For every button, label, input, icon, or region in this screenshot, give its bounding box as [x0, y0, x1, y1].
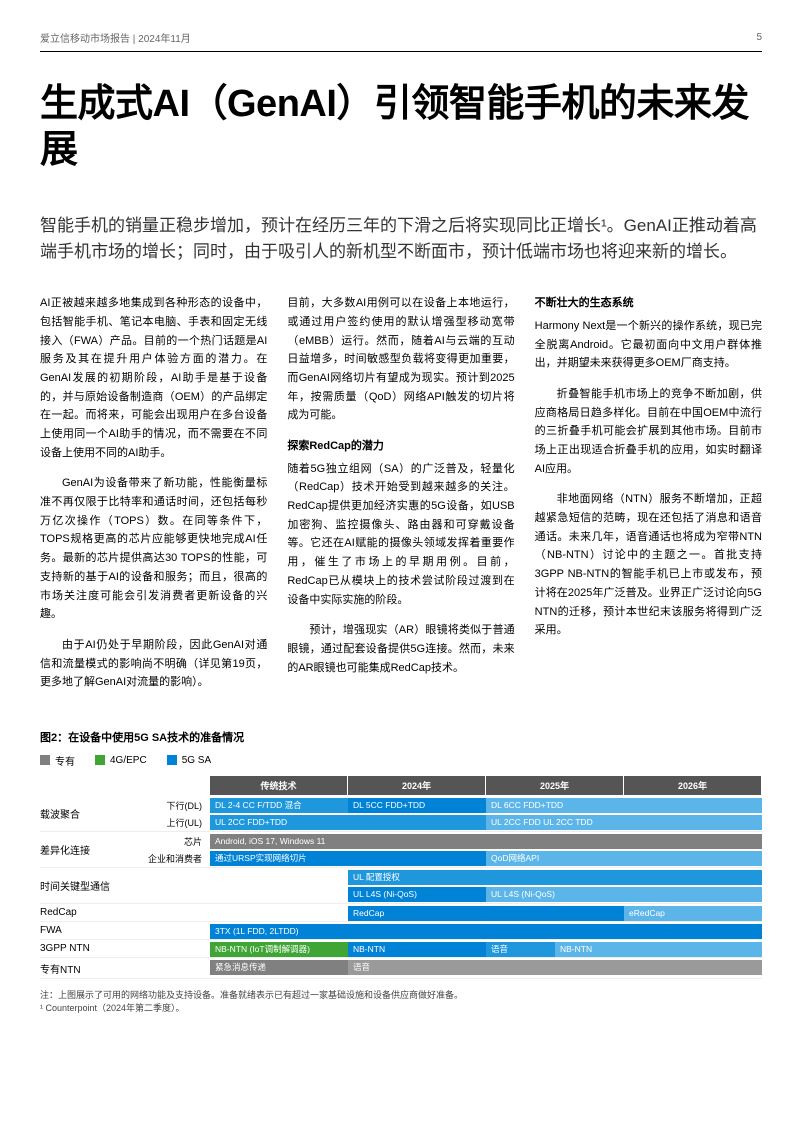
bars-prop-ntn: 紧急消息传递语音 — [210, 959, 762, 978]
header-col-0: 传统技术 — [210, 776, 347, 795]
row-proprietary-ntn: 专有NTN 紧急消息传递语音 — [40, 959, 762, 979]
timeline-bar: UL 配置授权 — [348, 870, 762, 885]
timeline-bar: DL 5CC FDD+TDD — [348, 798, 486, 813]
report-title: 爱立信移动市场报告 | 2024年11月 — [40, 30, 191, 45]
col2-p2: 随着5G独立组网（SA）的广泛普及，轻量化（RedCap）技术开始受到越来越多的… — [287, 460, 514, 610]
timeline-bar: UL L4S (Ni-QoS) — [486, 887, 762, 902]
timeline-bar: UL 2CC FDD+TDD — [210, 815, 486, 830]
column-3: 不断壮大的生态系统 Harmony Next是一个新兴的操作系统，现已完全脱离A… — [535, 294, 762, 704]
timeline-header: 传统技术 2024年 2025年 2026年 — [40, 776, 762, 795]
timeline-bar: RedCap — [348, 906, 624, 921]
header-col-3: 2026年 — [624, 776, 761, 795]
col2-p1: 目前，大多数AI用例可以在设备上本地运行，或通过用户签约使用的默认增强型移动宽带… — [287, 294, 514, 425]
bars-fwa: 3TX (1L FDD, 2LTDD) — [210, 923, 762, 939]
header-col-2: 2025年 — [486, 776, 623, 795]
bars-ca-ul: UL 2CC FDD+TDDUL 2CC FDD UL 2CC TDD — [210, 814, 762, 831]
col3-h1: 不断壮大的生态系统 — [535, 294, 762, 313]
timeline-bar: QoD网络API — [486, 851, 762, 866]
row-sublabel-ul: 上行(UL) — [120, 814, 210, 831]
page-number: 5 — [756, 32, 762, 43]
row-label-ca: 载波聚合 — [40, 797, 120, 831]
col2-h1: 探索RedCap的潜力 — [287, 437, 514, 456]
row-fwa: FWA 3TX (1L FDD, 2LTDD) — [40, 923, 762, 940]
timeline-bar: NB-NTN (IoT调制解调器) — [210, 942, 348, 957]
column-2: 目前，大多数AI用例可以在设备上本地运行，或通过用户签约使用的默认增强型移动宽带… — [287, 294, 514, 704]
chart-legend: 专有 4G/EPC 5G SA — [40, 753, 762, 768]
col3-p2: 折叠智能手机市场上的竞争不断加剧，供应商格局日趋多样化。目前在中国OEM中流行的… — [535, 385, 762, 478]
timeline-bar: eRedCap — [624, 906, 762, 921]
legend-swatch-proprietary — [40, 755, 50, 765]
timeline-bar: 紧急消息传递 — [210, 960, 348, 975]
row-label-tck: 时间关键型通信 — [40, 869, 120, 903]
col1-p2: GenAI为设备带来了新功能，性能衡量标准不再仅限于比特率和通话时间，还包括每秒… — [40, 474, 267, 624]
timeline-bar: NB-NTN — [348, 942, 486, 957]
col3-p3: 非地面网络（NTN）服务不断增加，正超越紧急短信的范畴，现在还包括了消息和语音通… — [535, 490, 762, 640]
bars-diffconn-ent: 通过URSP实现网络切片QoD网络API — [210, 850, 762, 867]
timeline-bar: DL 2-4 CC F/TDD 混合 — [210, 798, 348, 813]
legend-label-proprietary: 专有 — [55, 753, 75, 768]
col1-p1: AI正被越来越多地集成到各种形态的设备中，包括智能手机、笔记本电脑、手表和固定无… — [40, 294, 267, 462]
bars-ca-dl: DL 2-4 CC F/TDD 混合DL 5CC FDD+TDDDL 6CC F… — [210, 797, 762, 814]
bars-redcap: RedCapeRedCap — [210, 905, 762, 921]
timeline-bar: Android, iOS 17, Windows 11 — [210, 834, 762, 849]
legend-label-5gsa: 5G SA — [182, 755, 211, 766]
timeline-bar: 通过URSP实现网络切片 — [210, 851, 486, 866]
timeline-bar: NB-NTN — [555, 942, 762, 957]
row-3gpp-ntn: 3GPP NTN NB-NTN (IoT调制解调器)NB-NTN语音NB-NTN — [40, 941, 762, 958]
row-time-critical: 时间关键型通信 UL 配置授权 UL L4S (Ni-QoS)UL L4S (N… — [40, 869, 762, 904]
legend-swatch-5gsa — [167, 755, 177, 765]
row-sublabel-dl: 下行(DL) — [120, 797, 210, 814]
timeline-bar: UL 2CC FDD UL 2CC TDD — [486, 815, 762, 830]
column-1: AI正被越来越多地集成到各种形态的设备中，包括智能手机、笔记本电脑、手表和固定无… — [40, 294, 267, 704]
legend-swatch-4g — [95, 755, 105, 765]
intro-paragraph: 智能手机的销量正稳步增加，预计在经历三年的下滑之后将实现同比正增长¹。GenAI… — [40, 213, 760, 264]
row-label-3gpp-ntn: 3GPP NTN — [40, 941, 210, 957]
timeline-bar: 语音 — [486, 942, 555, 957]
timeline-bar: 语音 — [348, 960, 762, 975]
col3-p1: Harmony Next是一个新兴的操作系统，现已完全脱离Android。它最初… — [535, 317, 762, 373]
row-label-redcap: RedCap — [40, 905, 210, 921]
row-label-fwa: FWA — [40, 923, 210, 939]
header-col-1: 2024年 — [348, 776, 485, 795]
col1-p3: 由于AI仍处于早期阶段，因此GenAI对通信和流量模式的影响尚不明确（详见第19… — [40, 636, 267, 692]
bars-diffconn-chip: Android, iOS 17, Windows 11 — [210, 833, 762, 850]
footnote-2: ¹ Counterpoint（2024年第二季度）。 — [40, 1002, 762, 1016]
bars-3gpp-ntn: NB-NTN (IoT调制解调器)NB-NTN语音NB-NTN — [210, 941, 762, 957]
bars-tck-1: UL 配置授权 — [210, 869, 762, 886]
row-sublabel-enterprise: 企业和消费者 — [120, 850, 210, 867]
main-headline: 生成式AI（GenAI）引领智能手机的未来发展 — [40, 82, 762, 173]
timeline-bar: UL L4S (Ni-QoS) — [348, 887, 486, 902]
timeline-bar: 3TX (1L FDD, 2LTDD) — [210, 924, 762, 939]
row-carrier-aggregation: 载波聚合 下行(DL) DL 2-4 CC F/TDD 混合DL 5CC FDD… — [40, 797, 762, 832]
footnote-1: 注：上图展示了可用的网络功能及支持设备。准备就绪表示已有超过一家基础设施和设备供… — [40, 989, 762, 1003]
bars-tck-2: UL L4S (Ni-QoS)UL L4S (Ni-QoS) — [210, 886, 762, 903]
row-redcap: RedCap RedCapeRedCap — [40, 905, 762, 922]
timeline-bar: DL 6CC FDD+TDD — [486, 798, 762, 813]
figure-title: 图2：在设备中使用5G SA技术的准备情况 — [40, 729, 762, 745]
timeline-chart: 传统技术 2024年 2025年 2026年 载波聚合 下行(DL) DL 2-… — [40, 776, 762, 979]
legend-label-4g: 4G/EPC — [110, 755, 147, 766]
col2-p3: 预计，增强现实（AR）眼镜将类似于普通眼镜，通过配套设备提供5G连接。然而，未来… — [287, 621, 514, 677]
row-sublabel-chip: 芯片 — [120, 833, 210, 850]
row-label-prop-ntn: 专有NTN — [40, 959, 210, 978]
row-diff-connectivity: 差异化连接 芯片 Android, iOS 17, Windows 11 企业和… — [40, 833, 762, 868]
row-label-diffconn: 差异化连接 — [40, 833, 120, 867]
